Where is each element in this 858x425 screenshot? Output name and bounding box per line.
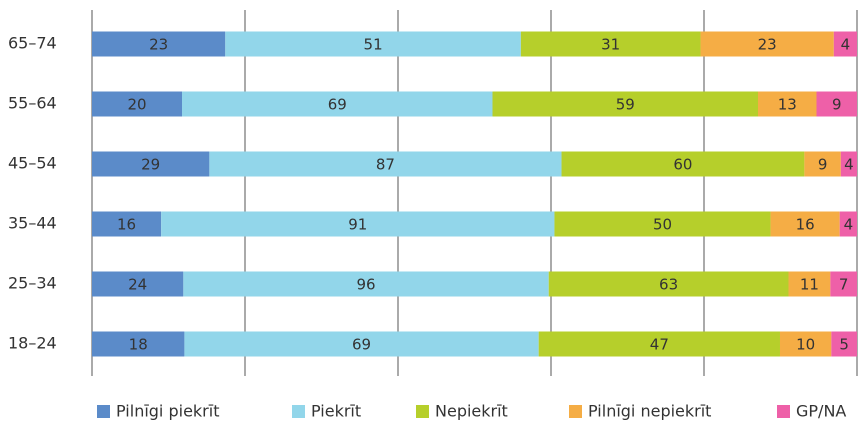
y-tick-label: 18–24 (8, 334, 57, 353)
legend-label: Piekrīt (311, 402, 361, 421)
bar-segment (209, 151, 562, 177)
data-label: 9 (832, 96, 842, 114)
bar-segment (700, 31, 834, 57)
bar-segment (554, 211, 771, 237)
data-label: 4 (844, 216, 854, 234)
legend-swatch (97, 405, 110, 418)
data-label: 7 (839, 276, 849, 294)
legend-swatch (416, 405, 429, 418)
data-label: 24 (128, 276, 147, 294)
bar-segment (92, 151, 210, 177)
data-label: 63 (659, 276, 678, 294)
legend-label: Pilnīgi piekrīt (116, 402, 219, 421)
data-label: 47 (650, 336, 669, 354)
bar-segment (225, 31, 521, 57)
data-label: 59 (616, 96, 635, 114)
bar-segment (788, 271, 831, 297)
data-label: 16 (796, 216, 815, 234)
legend-swatch (777, 405, 790, 418)
legend-swatch (569, 405, 582, 418)
data-label: 16 (117, 216, 136, 234)
legend-swatch (292, 405, 305, 418)
bar-segment (161, 211, 555, 237)
data-label: 29 (141, 156, 160, 174)
data-label: 5 (839, 336, 849, 354)
data-label: 87 (376, 156, 395, 174)
data-label: 13 (778, 96, 797, 114)
bar-segment (184, 331, 539, 357)
bar-segment (92, 31, 226, 57)
bar-segment (833, 31, 857, 57)
bar-segment (758, 91, 817, 117)
bar-segment (839, 211, 857, 237)
y-tick-label: 45–54 (8, 154, 57, 173)
data-label: 31 (601, 36, 620, 54)
bar-segment (182, 91, 493, 117)
legend-label: Nepiekrīt (435, 402, 508, 421)
data-label: 10 (796, 336, 815, 354)
data-label: 91 (348, 216, 367, 234)
data-label: 69 (328, 96, 347, 114)
data-label: 11 (800, 276, 819, 294)
bar-segment (831, 331, 857, 357)
bar-segment (816, 91, 857, 117)
bar-segment (92, 271, 184, 297)
bar-segment (830, 271, 857, 297)
y-tick-label: 25–34 (8, 274, 57, 293)
data-label: 23 (758, 36, 777, 54)
bar-segment (183, 271, 549, 297)
bar-segment (520, 31, 701, 57)
bar-segment (538, 331, 780, 357)
bar-segment (92, 211, 162, 237)
data-label: 50 (653, 216, 672, 234)
data-label: 69 (352, 336, 371, 354)
bar-segment (92, 331, 185, 357)
bar-segment (804, 151, 841, 177)
legend-label: GP/NA (796, 402, 846, 421)
bar-segment (548, 271, 789, 297)
bar-segment (770, 211, 840, 237)
data-label: 4 (844, 156, 854, 174)
data-label: 9 (818, 156, 828, 174)
data-label: 20 (127, 96, 146, 114)
y-tick-label: 55–64 (8, 94, 57, 113)
legend-label: Pilnīgi nepiekrīt (588, 402, 711, 421)
bar-segment (779, 331, 832, 357)
data-label: 51 (364, 36, 383, 54)
bar-segment (492, 91, 758, 117)
bar-segment (561, 151, 805, 177)
data-label: 4 (841, 36, 851, 54)
data-label: 96 (356, 276, 375, 294)
bar-segment (840, 151, 857, 177)
data-label: 23 (149, 36, 168, 54)
y-tick-label: 65–74 (8, 34, 57, 53)
bar-segment (92, 91, 182, 117)
data-label: 60 (673, 156, 692, 174)
y-tick-label: 35–44 (8, 214, 57, 233)
data-label: 18 (129, 336, 148, 354)
